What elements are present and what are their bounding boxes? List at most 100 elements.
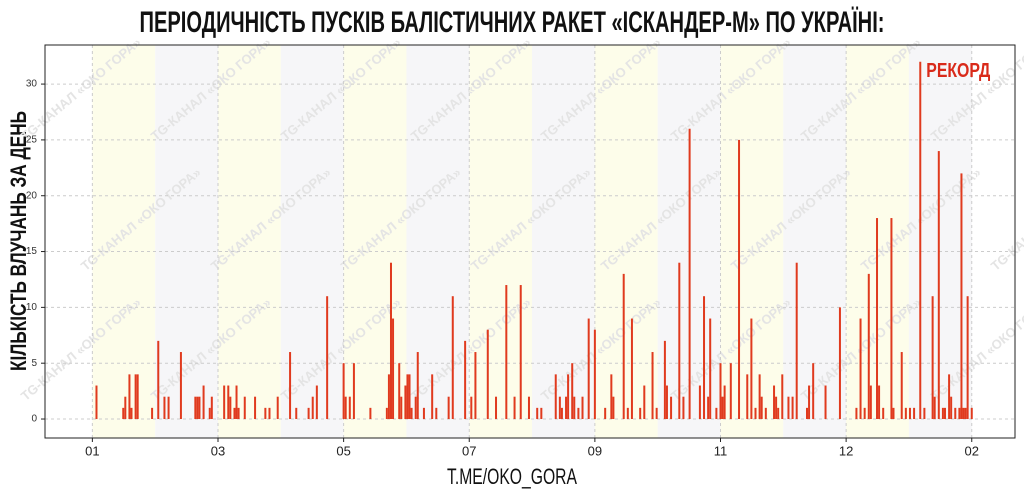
bar — [505, 285, 508, 420]
bar — [311, 396, 314, 420]
bar — [486, 329, 489, 420]
y-axis-label: КІЛЬКІСТЬ ВЛУЧАНЬ ЗА ДЕНЬ — [6, 111, 31, 371]
bar — [715, 407, 718, 420]
bar — [859, 318, 862, 420]
bar — [698, 385, 701, 420]
bar — [808, 385, 811, 420]
bar — [136, 374, 139, 420]
month-band — [594, 45, 658, 438]
bar — [352, 363, 355, 420]
bar — [447, 396, 450, 420]
x-tick-label: 02 — [965, 443, 979, 458]
bar — [587, 318, 590, 420]
bar — [416, 352, 419, 420]
bar — [937, 151, 940, 420]
bar — [577, 407, 580, 420]
bar — [558, 396, 561, 420]
bar — [264, 407, 267, 420]
y-tick-label: 10 — [26, 302, 38, 313]
bar — [229, 396, 232, 420]
bar — [404, 385, 407, 420]
bar — [643, 385, 646, 420]
bar — [540, 407, 543, 420]
annotation: РЕКОРД — [926, 60, 990, 82]
y-tick-label: 30 — [26, 79, 38, 90]
bar — [738, 139, 741, 420]
bar — [464, 340, 467, 420]
x-tick-label: 07 — [462, 443, 476, 458]
bar — [678, 262, 681, 420]
y-tick-label: 20 — [26, 190, 38, 201]
bar — [754, 407, 757, 420]
x-tick-label: 12 — [839, 443, 853, 458]
bar — [198, 396, 201, 420]
x-tick-label: 01 — [85, 443, 99, 458]
bar — [777, 407, 780, 420]
bar — [610, 374, 613, 420]
bar — [892, 407, 895, 420]
bar — [729, 363, 732, 420]
bar — [289, 352, 292, 420]
bar — [665, 385, 668, 420]
bar — [210, 396, 213, 420]
bar — [958, 407, 961, 420]
bar — [124, 396, 127, 420]
bar — [707, 396, 710, 420]
bar — [758, 374, 761, 420]
bar — [235, 385, 238, 420]
chart-title: ПЕРІОДИЧНІСТЬ ПУСКІВ БАЛІСТИЧНИХ РАКЕТ «… — [140, 6, 885, 39]
plot-frame — [44, 44, 1016, 439]
x-axis-label: T.ME/OKO_GORA — [447, 464, 577, 489]
bar — [554, 374, 557, 420]
bar — [276, 396, 279, 420]
bar — [948, 374, 951, 420]
month-band — [280, 45, 344, 438]
bar — [630, 318, 633, 420]
bar — [655, 407, 658, 420]
bar — [474, 352, 477, 420]
bar — [890, 218, 893, 420]
bar — [960, 173, 963, 420]
month-band — [783, 45, 847, 438]
bar — [931, 296, 934, 420]
bar — [688, 128, 691, 420]
bar — [869, 385, 872, 420]
y-tick-label: 25 — [26, 135, 38, 146]
bar — [202, 385, 205, 420]
bar — [527, 396, 530, 420]
bar — [268, 407, 271, 420]
x-tick-label: 05 — [336, 443, 350, 458]
bar — [237, 407, 240, 420]
bar — [781, 374, 784, 420]
bar — [410, 407, 413, 420]
bar — [913, 407, 916, 420]
bar — [805, 407, 808, 420]
x-tick-label: 03 — [211, 443, 225, 458]
bar — [387, 374, 390, 420]
bar — [882, 407, 885, 420]
bar — [721, 396, 724, 420]
bar — [406, 374, 409, 420]
bar — [791, 396, 794, 420]
x-tick-label: 09 — [588, 443, 602, 458]
bar — [326, 296, 329, 420]
bar — [964, 407, 967, 420]
bar — [227, 385, 230, 420]
bar — [342, 363, 345, 420]
bar — [567, 374, 570, 420]
bar — [495, 396, 498, 420]
bar — [933, 396, 936, 420]
bar — [307, 407, 310, 420]
bar — [723, 385, 726, 420]
month-band — [92, 45, 156, 438]
y-tick-label: 15 — [26, 246, 38, 257]
bar — [639, 407, 642, 420]
bar — [233, 407, 236, 420]
bar — [795, 262, 798, 420]
bar — [651, 352, 654, 420]
bar — [408, 374, 411, 420]
bar — [919, 61, 922, 420]
bar — [196, 396, 199, 420]
bar — [157, 340, 160, 420]
